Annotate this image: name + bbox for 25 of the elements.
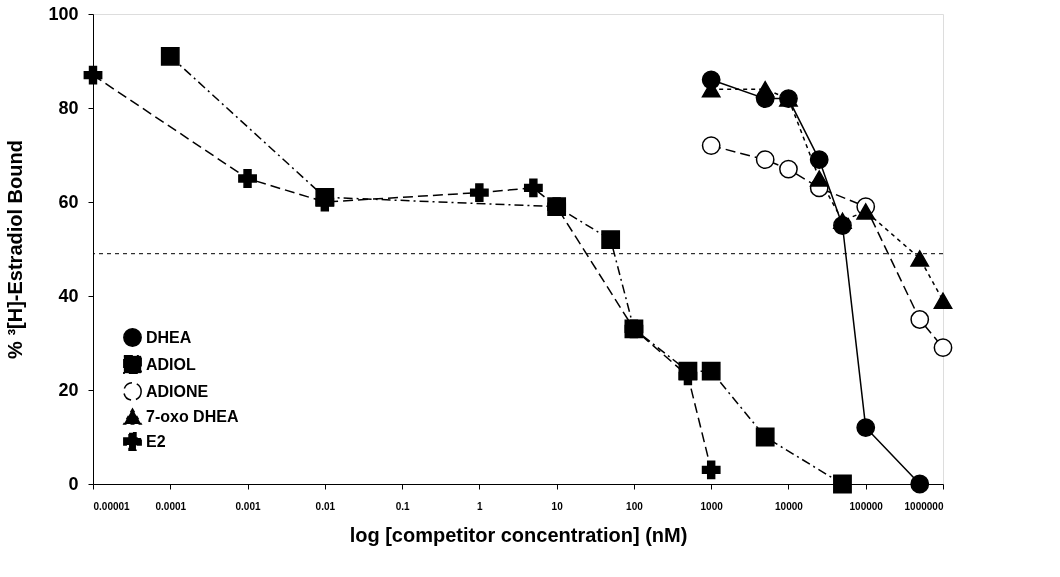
legend-label: 7-oxo DHEA — [146, 407, 239, 425]
legend-label: ADIOL — [146, 355, 196, 373]
x-tick-label: 1000 — [700, 500, 724, 512]
legend-label: E2 — [146, 432, 166, 450]
x-tick-label: 0.1 — [395, 500, 410, 512]
x-tick-label: 0.0001 — [155, 500, 187, 512]
y-tick-label: 40 — [58, 285, 79, 306]
x-tick-label: 10000 — [775, 500, 804, 512]
x-tick-label: 0.00001 — [93, 500, 131, 512]
y-tick-label: 0 — [68, 473, 79, 494]
y-tick-label: 80 — [58, 97, 79, 118]
x-tick-label: 0.001 — [235, 500, 261, 512]
x-tick-label: 10 — [551, 500, 564, 512]
x-tick-label: 100000 — [849, 500, 884, 512]
x-axis-title: log [competitor concentration] (nM) — [349, 523, 688, 546]
x-tick-label: 1000000 — [904, 500, 944, 512]
y-tick-label: 60 — [58, 191, 79, 212]
y-tick-label: 100 — [48, 3, 79, 24]
legend-label: ADIONE — [146, 382, 209, 400]
x-tick-label: 100 — [626, 500, 644, 512]
x-tick-label: 1 — [477, 500, 484, 512]
y-tick-label: 20 — [58, 379, 79, 400]
y-axis-title: % ³[H]-Estradiol Bound — [4, 140, 27, 359]
x-tick-label: 0.01 — [315, 500, 336, 512]
legend-label: DHEA — [146, 328, 192, 346]
